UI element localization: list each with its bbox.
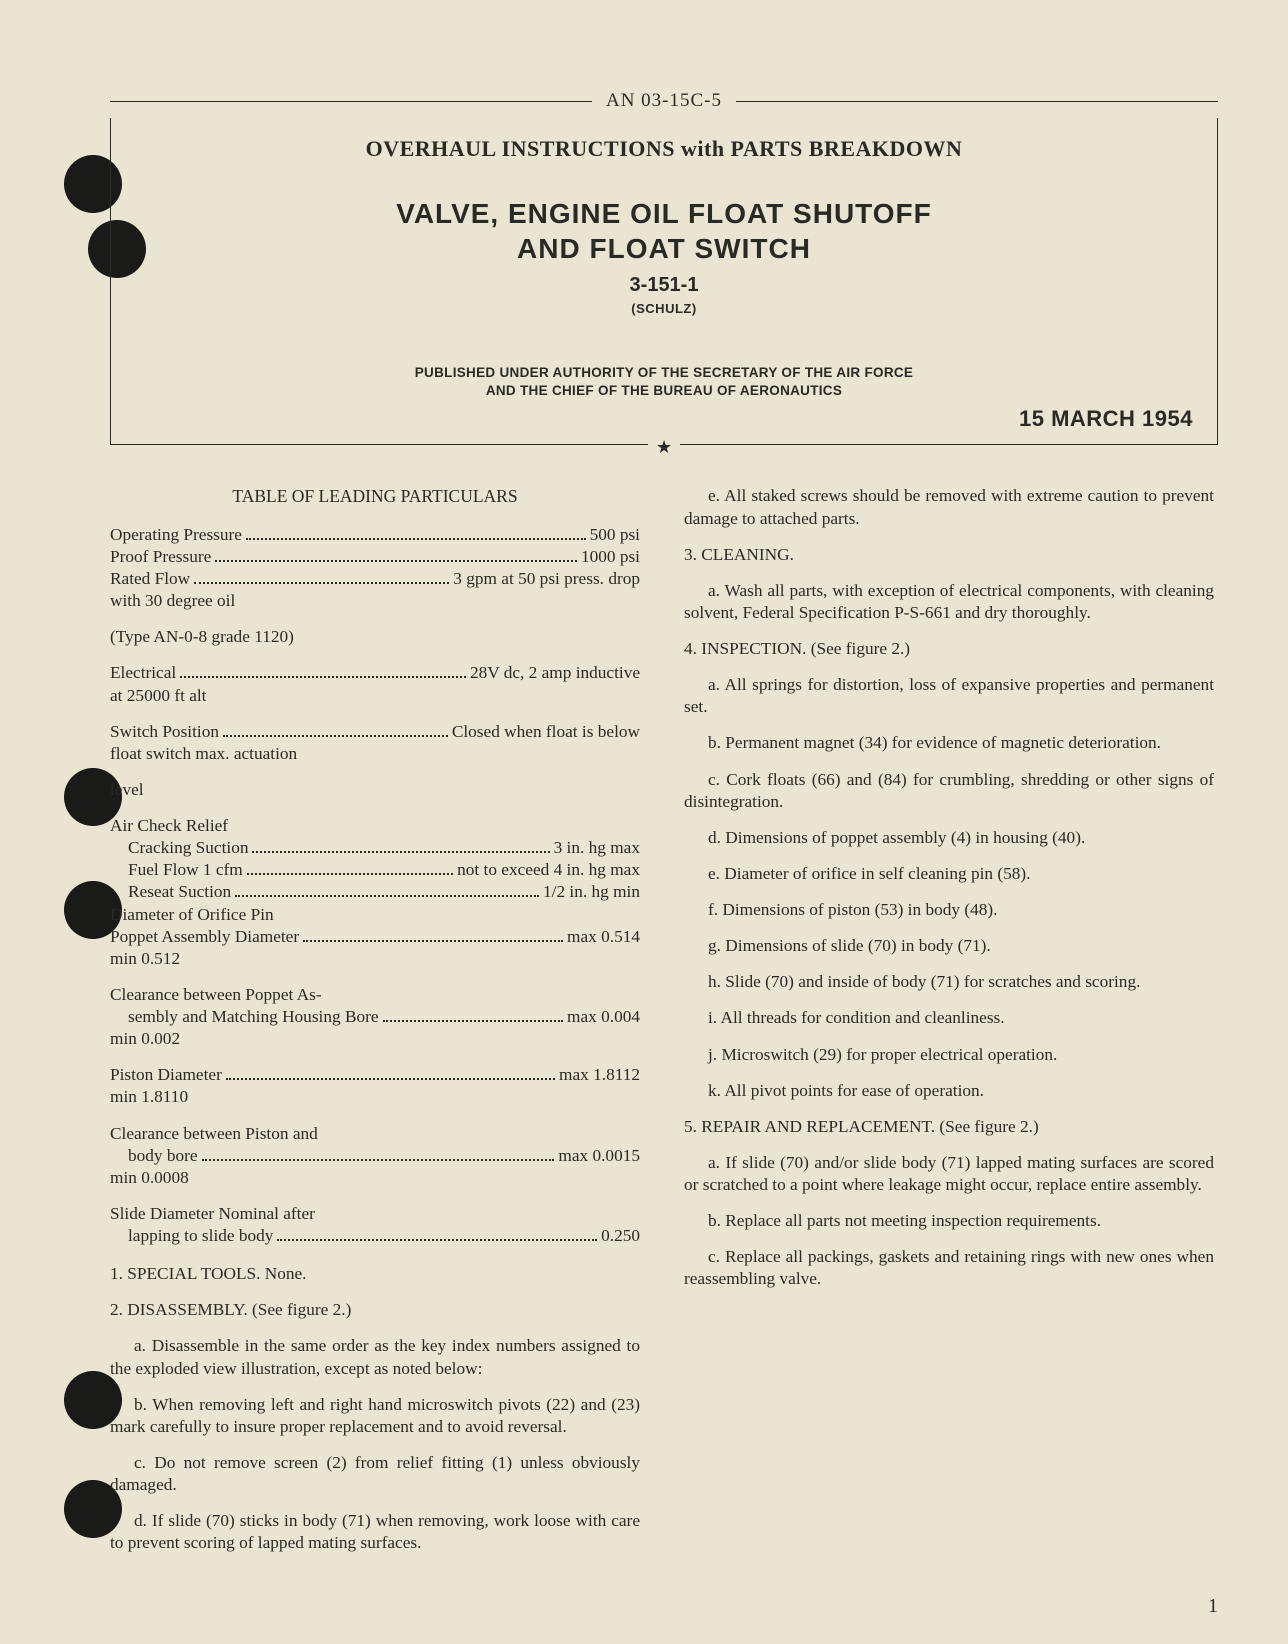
- header-rule-bottom: ★: [110, 444, 1218, 445]
- row-label: Operating Pressure: [110, 524, 242, 546]
- part-number: 3-151-1: [135, 274, 1193, 297]
- row-label: body bore: [128, 1145, 198, 1167]
- particulars-table: Operating Pressure 500 psi Proof Pressur…: [110, 524, 640, 1247]
- section-3: 3. CLEANING.: [684, 544, 1214, 566]
- section-4g: g. Dimensions of slide (70) in body (71)…: [684, 935, 1214, 957]
- row-label: Slide Diameter Nominal after: [110, 1203, 640, 1225]
- document-number: AN 03-15C-5: [592, 90, 736, 112]
- table-row: Fuel Flow 1 cfm not to exceed 4 in. hg m…: [128, 859, 640, 881]
- row-label: Fuel Flow 1 cfm: [128, 859, 243, 881]
- section-4k: k. All pivot points for ease of operatio…: [684, 1080, 1214, 1102]
- row-value: 3 gpm at 50 psi press. drop: [453, 568, 640, 590]
- body-columns: TABLE OF LEADING PARTICULARS Operating P…: [110, 485, 1218, 1568]
- section-4a: a. All springs for distortion, loss of e…: [684, 674, 1214, 718]
- row-label: Rated Flow: [110, 568, 190, 590]
- table-row: Electrical 28V dc, 2 amp inductive: [110, 662, 640, 684]
- row-cont: min 0.512: [110, 948, 640, 970]
- air-check-heading: Air Check Relief: [110, 815, 640, 837]
- manufacturer: (SCHULZ): [135, 301, 1193, 316]
- section-5a: a. If slide (70) and/or slide body (71) …: [684, 1152, 1214, 1196]
- row-value: Closed when float is below: [452, 721, 640, 743]
- authority-line2: AND THE CHIEF OF THE BUREAU OF AERONAUTI…: [486, 383, 842, 398]
- section-2: 2. DISASSEMBLY. (See figure 2.): [110, 1299, 640, 1321]
- section-4j: j. Microswitch (29) for proper electrica…: [684, 1044, 1214, 1066]
- section-4e: e. Diameter of orifice in self cleaning …: [684, 863, 1214, 885]
- row-label: Switch Position: [110, 721, 219, 743]
- main-title-line2: AND FLOAT SWITCH: [135, 231, 1193, 266]
- row-label: Electrical: [110, 662, 176, 684]
- row-cont: min 0.002: [110, 1028, 640, 1050]
- section-5: 5. REPAIR AND REPLACEMENT. (See figure 2…: [684, 1116, 1214, 1138]
- row-label: Piston Diameter: [110, 1064, 222, 1086]
- row-label: lapping to slide body: [128, 1225, 273, 1247]
- table-row: Piston Diameter max 1.8112: [110, 1064, 640, 1086]
- section-4f: f. Dimensions of piston (53) in body (48…: [684, 899, 1214, 921]
- right-column: e. All staked screws should be removed w…: [684, 485, 1214, 1568]
- row-value: 1000 psi: [581, 546, 640, 568]
- table-row: body bore max 0.0015: [110, 1145, 640, 1167]
- table-row: Reseat Suction 1/2 in. hg min: [128, 881, 640, 903]
- row-value: 500 psi: [590, 524, 640, 546]
- row-value: max 1.8112: [559, 1064, 640, 1086]
- row-label: Reseat Suction: [128, 881, 231, 903]
- section-3a: a. Wash all parts, with exception of ele…: [684, 580, 1214, 624]
- row-label: Clearance between Poppet As-: [110, 984, 640, 1006]
- overhaul-line: OVERHAUL INSTRUCTIONS with PARTS BREAKDO…: [135, 136, 1193, 162]
- section-2d: d. If slide (70) sticks in body (71) whe…: [110, 1510, 640, 1554]
- header-rule-top: AN 03-15C-5: [110, 90, 1218, 112]
- row-label: sembly and Matching Housing Bore: [128, 1006, 379, 1028]
- section-5b: b. Replace all parts not meeting inspect…: [684, 1210, 1214, 1232]
- section-4h: h. Slide (70) and inside of body (71) fo…: [684, 971, 1214, 993]
- row-cont: level: [110, 779, 640, 801]
- table-row: Rated Flow 3 gpm at 50 psi press. drop: [110, 568, 640, 590]
- row-label: Poppet Assembly Diameter: [110, 926, 299, 948]
- section-4c: c. Cork floats (66) and (84) for crumbli…: [684, 769, 1214, 813]
- row-cont: at 25000 ft alt: [110, 685, 640, 707]
- row-value: max 0.514: [567, 926, 640, 948]
- section-2b: b. When removing left and right hand mic…: [110, 1394, 640, 1438]
- row-cont: min 1.8110: [110, 1086, 640, 1108]
- page-number: 1: [1208, 1595, 1218, 1618]
- section-2e: e. All staked screws should be removed w…: [684, 485, 1214, 529]
- section-5c: c. Replace all packings, gaskets and ret…: [684, 1246, 1214, 1290]
- authority-line1: PUBLISHED UNDER AUTHORITY OF THE SECRETA…: [415, 365, 913, 380]
- row-label: Clearance between Piston and: [110, 1123, 640, 1145]
- row-label: Proof Pressure: [110, 546, 211, 568]
- row-value: 3 in. hg max: [554, 837, 640, 859]
- particulars-title: TABLE OF LEADING PARTICULARS: [110, 485, 640, 507]
- left-column: TABLE OF LEADING PARTICULARS Operating P…: [110, 485, 640, 1568]
- row-value: 0.250: [601, 1225, 640, 1247]
- section-1: 1. SPECIAL TOOLS. None.: [110, 1263, 640, 1285]
- section-4i: i. All threads for condition and cleanli…: [684, 1007, 1214, 1029]
- table-row: sembly and Matching Housing Bore max 0.0…: [110, 1006, 640, 1028]
- row-value: 28V dc, 2 amp inductive: [470, 662, 640, 684]
- row-value: not to exceed 4 in. hg max: [457, 859, 640, 881]
- publication-date: 15 MARCH 1954: [135, 406, 1193, 432]
- row-cont: with 30 degree oil: [110, 590, 640, 612]
- row-value: max 0.004: [567, 1006, 640, 1028]
- table-row: Proof Pressure 1000 psi: [110, 546, 640, 568]
- page-content: AN 03-15C-5 OVERHAUL INSTRUCTIONS with P…: [110, 50, 1218, 1568]
- row-cont: min 0.0008: [110, 1167, 640, 1189]
- table-row: Switch Position Closed when float is bel…: [110, 721, 640, 743]
- orifice-heading: Diameter of Orifice Pin: [110, 904, 640, 926]
- row-value: 1/2 in. hg min: [543, 881, 640, 903]
- row-label: Cracking Suction: [128, 837, 248, 859]
- table-row: Poppet Assembly Diameter max 0.514: [110, 926, 640, 948]
- title-box: OVERHAUL INSTRUCTIONS with PARTS BREAKDO…: [110, 118, 1218, 444]
- section-2c: c. Do not remove screen (2) from relief …: [110, 1452, 640, 1496]
- section-4: 4. INSPECTION. (See figure 2.): [684, 638, 1214, 660]
- row-cont: (Type AN-0-8 grade 1120): [110, 626, 640, 648]
- table-row: Operating Pressure 500 psi: [110, 524, 640, 546]
- row-cont: float switch max. actuation: [110, 743, 640, 765]
- table-row: lapping to slide body 0.250: [110, 1225, 640, 1247]
- main-title-line1: VALVE, ENGINE OIL FLOAT SHUTOFF: [135, 196, 1193, 231]
- section-4b: b. Permanent magnet (34) for evidence of…: [684, 732, 1214, 754]
- section-4d: d. Dimensions of poppet assembly (4) in …: [684, 827, 1214, 849]
- authority-line: PUBLISHED UNDER AUTHORITY OF THE SECRETA…: [135, 364, 1193, 400]
- table-row: Cracking Suction 3 in. hg max: [128, 837, 640, 859]
- row-value: max 0.0015: [558, 1145, 640, 1167]
- section-2a: a. Disassemble in the same order as the …: [110, 1335, 640, 1379]
